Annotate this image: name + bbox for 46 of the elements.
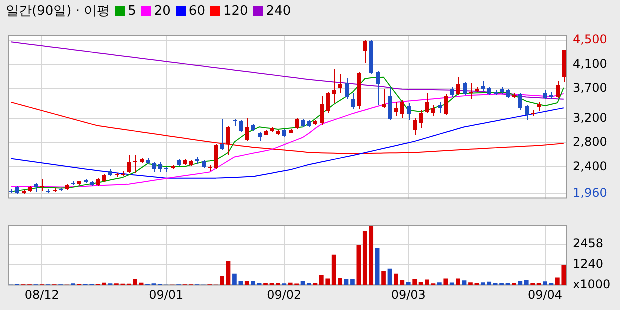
y-tick-label: 2,400 xyxy=(573,159,608,174)
bar xyxy=(543,282,548,286)
y-tick-label: 4,100 xyxy=(573,56,608,71)
legend-label: 20 xyxy=(154,4,171,18)
bar xyxy=(102,282,106,286)
bar xyxy=(438,282,442,286)
x-tick-label: 09/04 xyxy=(528,288,563,302)
bar xyxy=(382,271,386,286)
candlestick xyxy=(133,155,137,173)
bar xyxy=(406,282,411,286)
bar xyxy=(375,248,380,286)
y-tick-label: x1000 xyxy=(573,278,611,292)
y-tick-label: 3,700 xyxy=(573,80,608,95)
x-tick-label: 08/12 xyxy=(24,288,60,302)
y-tick-label: 2,800 xyxy=(573,135,608,150)
y-tick-label: 3,200 xyxy=(573,111,608,126)
x-tick-label: 09/02 xyxy=(267,288,302,302)
bar xyxy=(412,279,417,286)
bar xyxy=(518,281,523,286)
legend-label: 120 xyxy=(223,4,248,18)
x-tick-label: 09/01 xyxy=(149,288,184,302)
bar xyxy=(220,276,224,286)
bar xyxy=(456,278,460,286)
bar xyxy=(444,278,448,286)
legend-label: 240 xyxy=(266,4,292,18)
bar xyxy=(524,280,529,286)
bar xyxy=(244,281,250,286)
y-tick-label: 1,960 xyxy=(573,186,608,200)
x-tick-label: 09/03 xyxy=(391,288,426,302)
bar xyxy=(356,245,362,286)
y-tick-label: 1240 xyxy=(573,257,604,272)
bar xyxy=(468,282,473,286)
chart-title: 일간(90일) · 이평 xyxy=(6,3,110,20)
legend-label: 60 xyxy=(188,4,206,18)
legend-label: 5 xyxy=(128,4,136,18)
bar xyxy=(350,279,355,286)
candlestick xyxy=(40,179,44,191)
bar xyxy=(226,261,231,286)
y-tick-label: 2458 xyxy=(573,236,604,251)
bar xyxy=(462,280,467,286)
bar xyxy=(388,268,392,286)
bar xyxy=(425,280,430,286)
candlestick xyxy=(469,83,473,99)
bar xyxy=(418,282,424,286)
y-tick-label: 4,500 xyxy=(573,32,608,47)
bar xyxy=(251,281,256,286)
